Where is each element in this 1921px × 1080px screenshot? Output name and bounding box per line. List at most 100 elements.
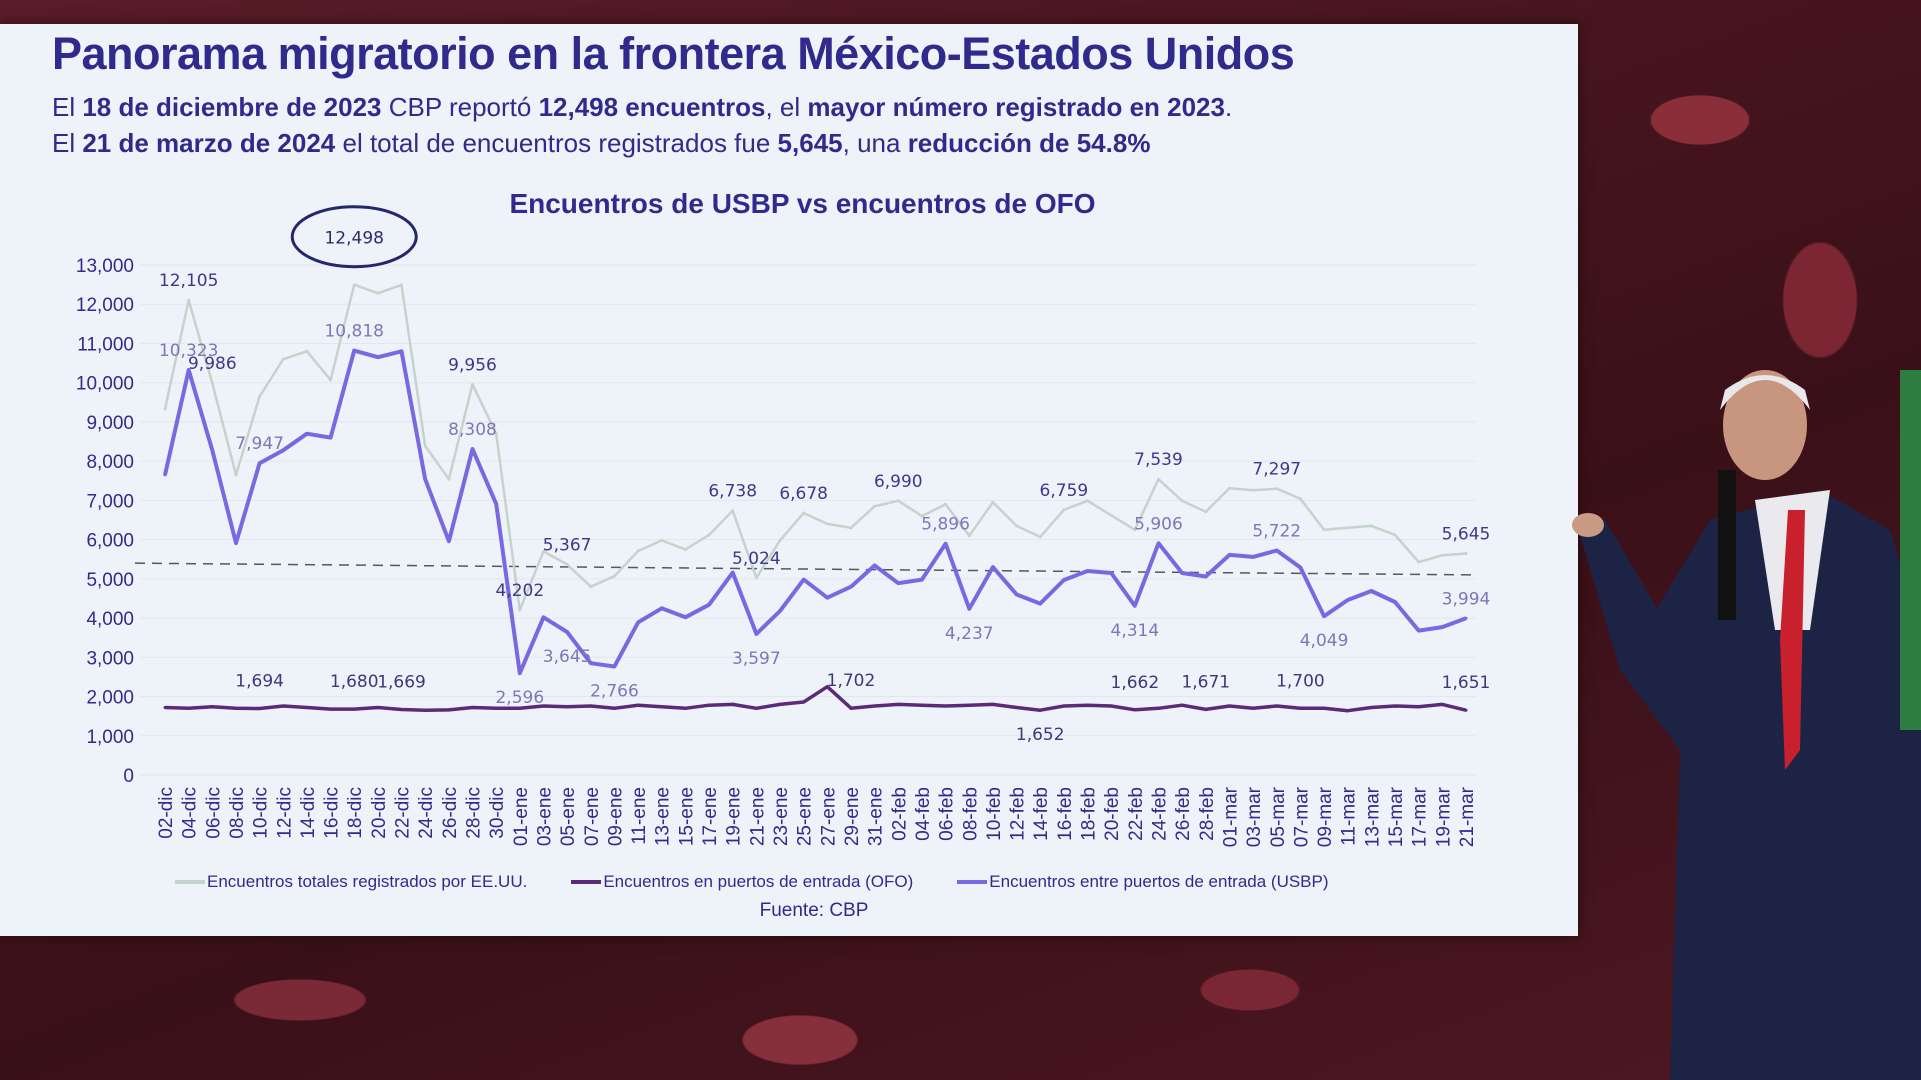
data-point-total: [234, 473, 238, 477]
y-tick-label: 4,000: [86, 609, 134, 630]
data-point-usbp: [447, 539, 451, 543]
y-tick-label: 5,000: [86, 570, 134, 591]
data-point-ofo: [210, 705, 214, 709]
data-point-ofo: [1369, 706, 1373, 710]
data-label: 9,956: [448, 355, 497, 375]
data-point-usbp: [1204, 574, 1208, 578]
data-label: 7,539: [1134, 450, 1183, 470]
data-point-ofo: [944, 704, 948, 708]
data-point-total: [1180, 499, 1184, 503]
subtitle-segment: 12,498 encuentros: [538, 92, 766, 122]
data-label: 6,678: [779, 484, 828, 504]
data-point-total: [1417, 560, 1421, 564]
data-label: 7,947: [235, 434, 284, 454]
data-label: 4,202: [495, 581, 544, 601]
data-point-total: [494, 432, 498, 436]
data-label: 5,024: [732, 549, 781, 569]
subtitle-segment: , el: [765, 92, 808, 122]
legend-item-total: Encuentros totales registrados por EE.UU…: [175, 872, 527, 892]
data-point-ofo: [518, 706, 522, 710]
data-point-total: [731, 509, 735, 513]
data-point-total: [1156, 477, 1160, 481]
data-point-usbp: [376, 355, 380, 359]
data-point-usbp: [967, 607, 971, 611]
subtitle-segment: mayor número registrado en 2023: [807, 92, 1225, 122]
data-point-usbp: [329, 436, 333, 440]
data-point-usbp: [660, 606, 664, 610]
data-point-ofo: [920, 703, 924, 707]
data-point-ofo: [1109, 704, 1113, 708]
data-point-total: [778, 538, 782, 542]
data-label: 2,596: [495, 688, 544, 708]
x-tick-label: 09-mar: [1315, 786, 1336, 847]
data-point-usbp: [1180, 571, 1184, 575]
data-point-total: [1015, 524, 1019, 528]
x-tick-label: 09-ene: [605, 787, 626, 846]
subtitle-segment: , una: [842, 128, 908, 158]
x-tick-label: 07-mar: [1291, 786, 1312, 847]
flag: [1900, 370, 1921, 730]
slide-title: Panorama migratorio en la frontera Méxic…: [52, 28, 1295, 79]
presenter-tie: [1780, 510, 1805, 770]
data-point-usbp: [565, 630, 569, 634]
data-point-total: [612, 574, 616, 578]
data-point-total: [518, 608, 522, 612]
x-tick-label: 08-dic: [227, 787, 248, 839]
data-point-total: [258, 394, 262, 398]
data-point-usbp: [1393, 600, 1397, 604]
y-tick-label: 3,000: [86, 648, 134, 669]
data-label: 6,759: [1040, 481, 1089, 501]
data-point-usbp: [210, 448, 214, 452]
line-chart: 0 1,000 2,000 3,000 4,000 5,000 6,000 7,000 8,00…: [76, 205, 1490, 847]
data-point-total: [329, 378, 333, 382]
data-point-total: [305, 349, 309, 353]
chart-source: Fuente: CBP: [759, 900, 869, 921]
data-point-total: [589, 585, 593, 589]
subtitle-segment: 18 de diciembre de 2023: [82, 92, 382, 122]
data-point-usbp: [1275, 549, 1279, 553]
highlight-ellipse: [290, 205, 418, 269]
data-point-usbp: [1086, 569, 1090, 573]
x-tick-label: 22-feb: [1126, 787, 1147, 841]
y-tick-label: 10,000: [76, 374, 134, 395]
data-point-total: [352, 283, 356, 287]
data-point-ofo: [612, 706, 616, 710]
series-line-ofo: [164, 684, 1467, 713]
subtitle-segment: CBP reportó: [381, 92, 539, 122]
legend-label-usbp: Encuentros entre puertos de entrada (USB…: [989, 872, 1329, 891]
data-point-ofo: [778, 702, 782, 706]
data-point-usbp: [920, 578, 924, 582]
data-point-ofo: [423, 708, 427, 712]
data-point-ofo: [400, 708, 404, 712]
data-point-ofo: [660, 705, 664, 709]
y-tick-label: 7,000: [86, 491, 134, 512]
data-point-total: [1369, 524, 1373, 528]
data-point-usbp: [849, 585, 853, 589]
x-tick-label: 03-ene: [534, 787, 555, 846]
legend-item-ofo: Encuentros en puertos de entrada (OFO): [571, 872, 913, 892]
data-point-total: [967, 534, 971, 538]
data-point-usbp: [541, 615, 545, 619]
presenter-face: [1723, 370, 1807, 480]
legend-label-total: Encuentros totales registrados por EE.UU…: [207, 872, 528, 891]
highlight-label: 12,498: [324, 229, 383, 249]
data-point-ofo: [258, 707, 262, 711]
data-point-ofo: [471, 706, 475, 710]
data-point-usbp: [1369, 589, 1373, 593]
data-point-ofo: [1180, 703, 1184, 707]
data-point-total: [1393, 533, 1397, 537]
x-tick-label: 28-dic: [464, 787, 485, 839]
x-tick-label: 21-mar: [1457, 786, 1478, 847]
data-point-total: [1275, 487, 1279, 491]
data-point-usbp: [636, 620, 640, 624]
data-point-ofo: [873, 704, 877, 708]
x-tick-label: 19-ene: [724, 787, 745, 846]
x-tick-label: 31-ene: [866, 787, 887, 846]
chart-title: Encuentros de USBP vs encuentros de OFO: [509, 188, 1096, 219]
data-point-total: [1038, 535, 1042, 539]
legend-swatch-ofo: [571, 880, 602, 884]
data-point-ofo: [494, 706, 498, 710]
data-point-usbp: [1227, 553, 1231, 557]
data-point-ofo: [1038, 708, 1042, 712]
data-point-ofo: [1322, 706, 1326, 710]
